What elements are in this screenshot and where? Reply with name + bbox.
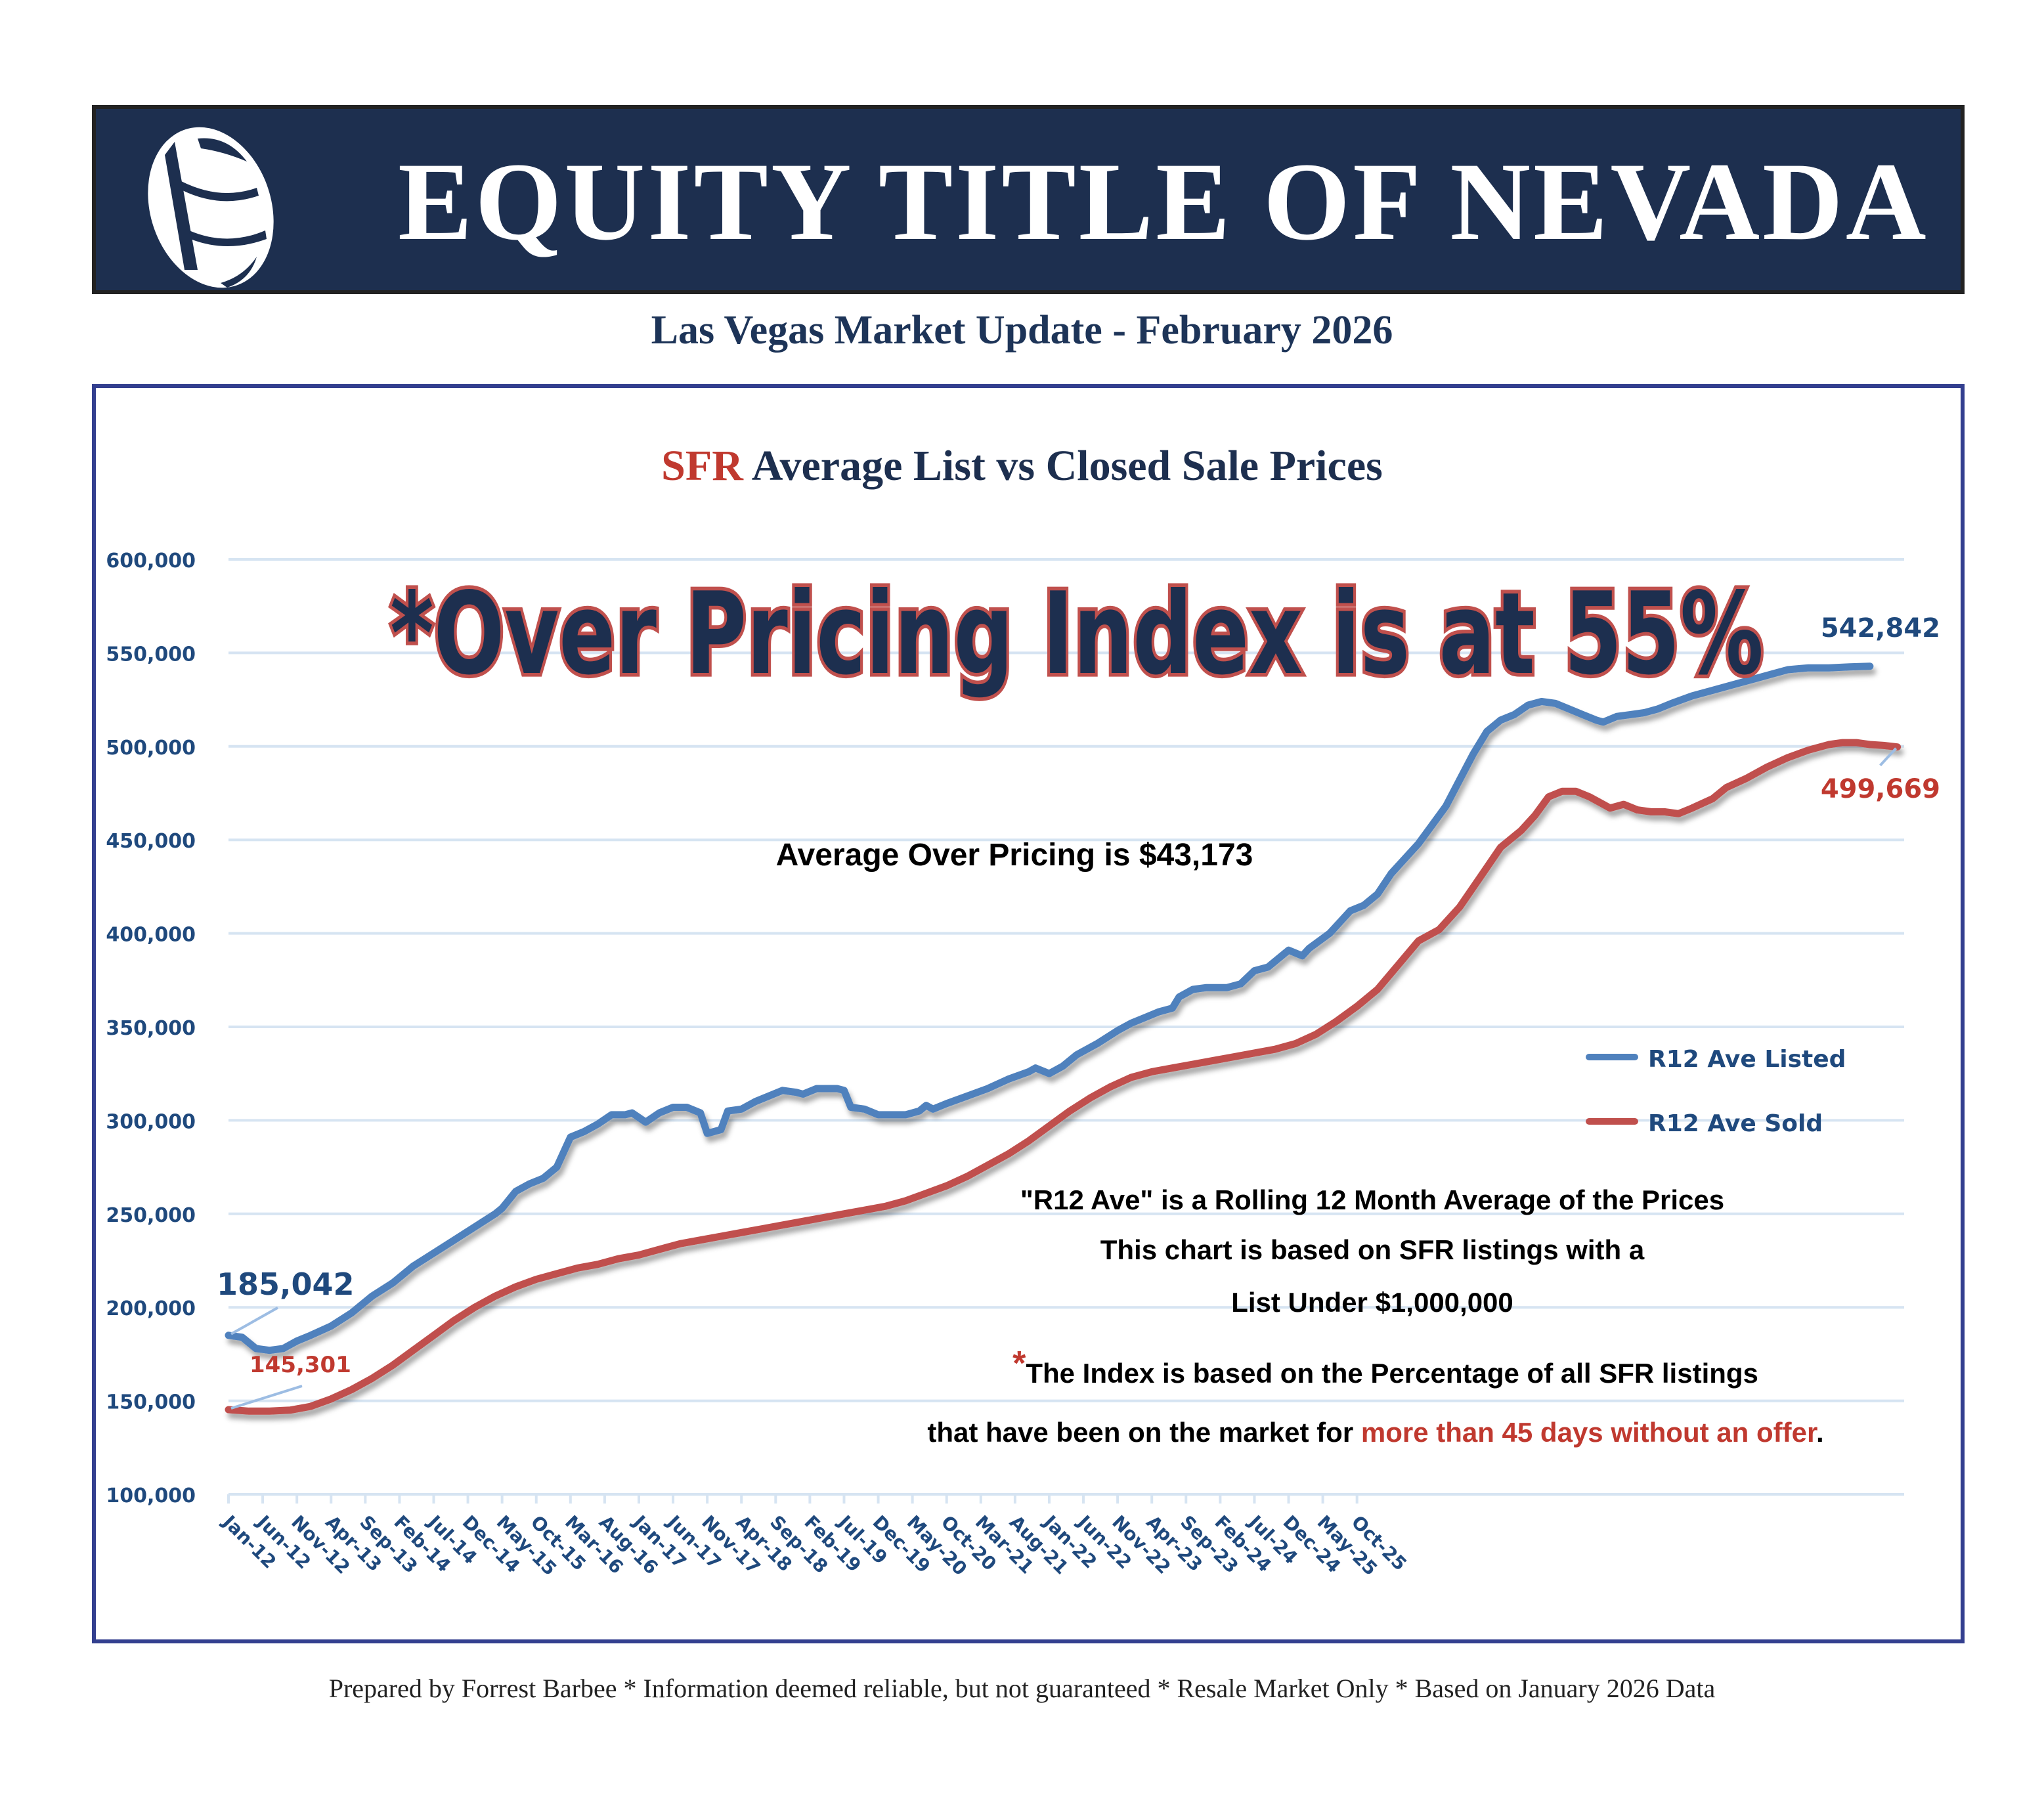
- index-note-line2: that have been on the market for more th…: [927, 1417, 1823, 1448]
- report-subtitle: Las Vegas Market Update - February 2026: [651, 308, 1393, 353]
- y-tick-label: 250,000: [106, 1204, 196, 1227]
- data-label-sold-end: 499,669: [1821, 774, 1940, 804]
- y-tick-label: 100,000: [106, 1484, 196, 1507]
- company-logo-icon: [148, 127, 274, 288]
- average-overpricing-annotation: Average Over Pricing is $43,173: [776, 838, 1253, 873]
- y-tick-label: 500,000: [106, 737, 196, 760]
- index-note-line2-black: that have been on the market for: [927, 1417, 1360, 1448]
- index-note-line2-end: .: [1816, 1417, 1824, 1448]
- data-label-sold-start: 145,301: [250, 1352, 351, 1378]
- note-chart-basis: This chart is based on SFR listings with…: [1100, 1234, 1645, 1265]
- company-name: EQUITY TITLE OF NEVADA: [398, 140, 1929, 263]
- series-line-listed: [225, 662, 1874, 1354]
- y-tick-label: 150,000: [106, 1391, 196, 1414]
- leader-line-sold-start: [230, 1385, 303, 1410]
- y-tick-label: 550,000: [106, 643, 196, 666]
- footer-disclaimer: Prepared by Forrest Barbee * Information…: [328, 1674, 1716, 1703]
- index-note-line2-red: more than 45 days without an offer: [1361, 1417, 1817, 1448]
- leader-line-sold-end: [1879, 747, 1898, 767]
- leader-line-listed-start: [230, 1307, 278, 1335]
- gridlines: [228, 558, 1904, 1496]
- series-line-sold: [225, 739, 1902, 1415]
- header-banner: EQUITY TITLE OF NEVADA: [92, 105, 1965, 294]
- y-tick-label: 300,000: [106, 1110, 196, 1133]
- chart-frame: [92, 384, 1965, 1643]
- x-axis: Jan-12Jun-12Nov-12Apr-13Sep-13Feb-14Jul-…: [218, 1494, 1411, 1580]
- y-tick-label: 400,000: [106, 924, 196, 947]
- legend-label-listed: R12 Ave Listed: [1648, 1046, 1846, 1073]
- note-list-under: List Under $1,000,000: [1231, 1287, 1513, 1318]
- index-note-text: The Index is based on the Percentage of …: [1026, 1358, 1758, 1389]
- legend: R12 Ave Listed R12 Ave Sold: [1586, 1046, 1846, 1137]
- chart-title: SFR Average List vs Closed Sale Prices: [0, 441, 2044, 491]
- data-labels: 185,042 145,301 542,842 499,669: [217, 613, 1940, 1410]
- y-tick-label: 350,000: [106, 1017, 196, 1040]
- data-label-listed-end: 542,842: [1821, 613, 1940, 643]
- index-note-line1: *The Index is based on the Percentage of…: [1012, 1345, 1758, 1389]
- chart-title-rest: Average List vs Closed Sale Prices: [743, 442, 1383, 490]
- note-r12-definition: "R12 Ave" is a Rolling 12 Month Average …: [1020, 1184, 1724, 1215]
- series-lines: [225, 662, 1902, 1415]
- legend-label-sold: R12 Ave Sold: [1648, 1110, 1823, 1137]
- chart-title-sfr: SFR: [661, 442, 743, 490]
- overpricing-index-headline: *Over Pricing Index is at 55%: [390, 567, 1764, 700]
- y-tick-label: 200,000: [106, 1297, 196, 1320]
- index-note-star: *: [1012, 1345, 1026, 1383]
- y-axis-ticks: 100,000 150,000 200,000 250,000 300,000 350,0…: [106, 550, 196, 1507]
- y-tick-label: 450,000: [106, 830, 196, 853]
- y-tick-label: 600,000: [106, 550, 196, 573]
- data-label-listed-start: 185,042: [217, 1267, 355, 1302]
